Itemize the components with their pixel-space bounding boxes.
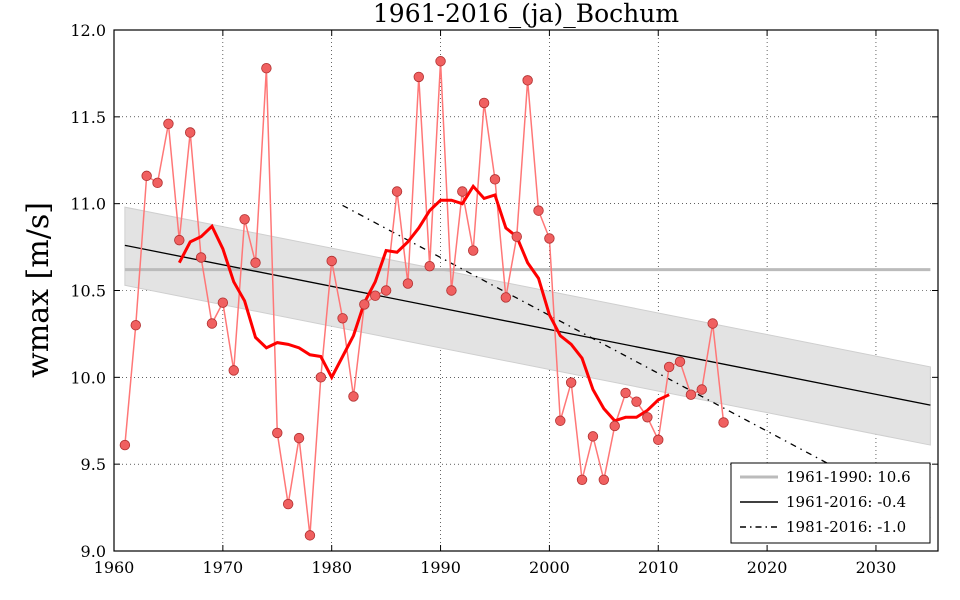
data-point [468,245,479,256]
data-point [359,299,370,310]
data-point [119,439,131,451]
data-point [380,285,392,296]
data-point [250,257,261,268]
data-point [555,415,566,426]
data-point [337,313,348,324]
confidence-band [124,206,931,446]
data-point [272,427,283,439]
data-point [685,389,697,400]
data-point [304,530,316,541]
data-point [598,474,610,485]
y-tick-label: 12.0 [70,21,106,40]
data-point [435,56,446,67]
legend-label-mean: 1961-1990: 10.6 [786,468,911,486]
data-point [206,318,218,329]
moving-average-line [177,183,670,423]
data-point [163,118,174,129]
y-axis-label: wmax [m/s] [21,202,56,378]
legend: 1961-1990: 10.6 1961-2016: -0.4 1981-201… [730,462,931,544]
y-tick-label: 9.5 [81,455,106,474]
data-point [609,420,620,432]
y-tick-label: 11.5 [70,108,106,127]
lines [124,61,931,536]
chart-title: 1961-2016_(ja)_Bochum [373,0,679,28]
data-point [544,233,555,244]
x-tick-label: 1960 [94,558,135,577]
data-point [478,97,490,109]
x-tick-label: 1970 [202,558,243,577]
data-line [124,61,725,536]
data-point [152,177,163,189]
data-point [174,234,185,246]
data-point [587,431,599,442]
legend-label-trend-recent: 1981-2016: -1.0 [786,518,906,536]
data-point [217,297,229,308]
data-point [707,318,718,329]
data-point [446,285,457,296]
data-point [696,384,707,395]
data-point [195,252,207,263]
ticks: 1960 1970 1980 1990 2000 2010 2020 2030 9.0 9.5 10… [70,21,938,577]
data-point [565,377,577,388]
data-point [402,278,414,289]
y-tick-label: 10.0 [70,368,106,387]
data-point [424,260,435,272]
y-tick-label: 11.0 [70,195,106,214]
legend-label-trend: 1961-2016: -0.4 [786,493,906,511]
data-point [130,320,141,331]
data-point [413,71,424,83]
y-tick-label: 10.5 [70,282,106,301]
x-tick-label: 2000 [529,558,570,577]
x-tick-label: 2030 [856,558,897,577]
data-point [228,365,239,376]
data-points [119,56,729,541]
data-point [674,356,686,367]
data-point [642,412,653,423]
x-tick-label: 1990 [420,558,461,577]
data-point [663,361,675,373]
data-point [457,186,468,197]
data-point [576,474,588,485]
x-tick-label: 1980 [311,558,352,577]
data-point [489,174,501,185]
data-point [620,387,631,399]
data-point [653,434,664,446]
data-point [631,396,642,407]
data-point [533,205,544,216]
data-point [348,391,359,402]
data-point [184,127,196,138]
data-point [261,63,272,74]
data-point [282,498,294,510]
x-tick-label: 2010 [638,558,679,577]
data-point [326,255,337,267]
data-point [370,290,381,301]
data-point [293,432,305,444]
y-tick-label: 9.0 [81,542,106,561]
data-point [500,292,512,303]
x-tick-label: 2020 [747,558,788,577]
data-point [718,417,729,428]
confidence-band-area [124,206,931,446]
data-point [522,75,533,86]
data-point [141,170,152,182]
data-point [511,231,522,242]
data-point [239,214,250,225]
data-point [391,186,403,197]
data-point [315,372,327,383]
trend-line-1961-2016 [124,244,931,406]
